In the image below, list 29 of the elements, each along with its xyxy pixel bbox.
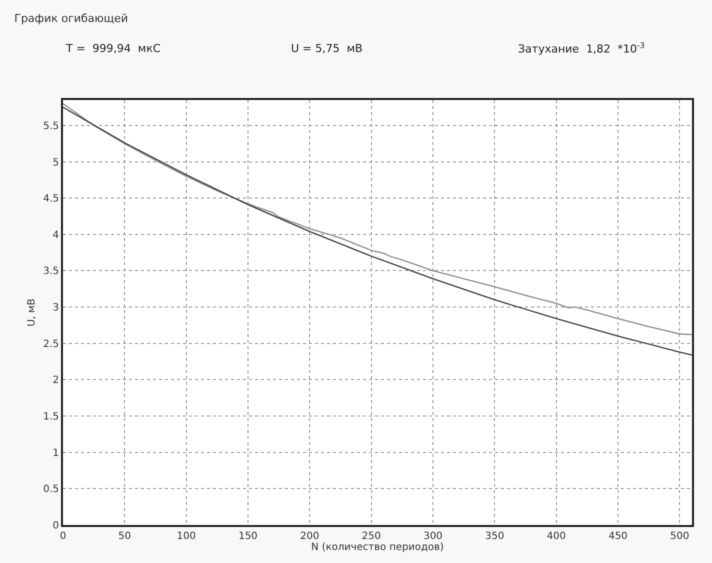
x-tick-label: 50 [118, 531, 132, 542]
x-tick-label: 450 [608, 531, 628, 542]
chart-title: График огибающей [14, 12, 128, 25]
y-tick-label: 1.5 [43, 412, 59, 423]
x-tick-label: 0 [60, 531, 66, 542]
x-tick-label: 350 [485, 531, 504, 542]
text: T = 999,94 мкС [65, 42, 161, 55]
x-tick-label: 100 [176, 531, 196, 542]
y-tick-label: 2 [52, 375, 59, 386]
x-tick-label: 400 [546, 531, 566, 542]
x-tick-label: 250 [362, 531, 381, 542]
x-axis-title: N (количество периодов) [311, 542, 444, 553]
y-tick-label: 4 [52, 230, 59, 241]
y-tick-label: 3.5 [43, 266, 59, 278]
y-tick-label: 5 [52, 157, 59, 168]
x-tick-label: 150 [238, 531, 258, 542]
x-tick-label: 500 [670, 531, 690, 542]
text: Затухание 1,82 *10$^{-3}$ [518, 41, 645, 56]
y-tick-label: 1 [52, 448, 59, 459]
y-tick-label: 0.5 [43, 484, 59, 496]
y-tick-label: 5.5 [43, 120, 59, 132]
y-tick-label: 4.5 [43, 194, 59, 205]
y-tick-label: 3 [52, 302, 59, 314]
y-tick-label: 0 [52, 520, 59, 532]
text: U = 5,75 мВ [291, 42, 363, 55]
x-tick-label: 300 [423, 531, 443, 542]
y-axis-title: U, мВ [26, 298, 38, 327]
y-tick-label: 2.5 [43, 338, 59, 350]
x-tick-label: 200 [300, 531, 320, 542]
